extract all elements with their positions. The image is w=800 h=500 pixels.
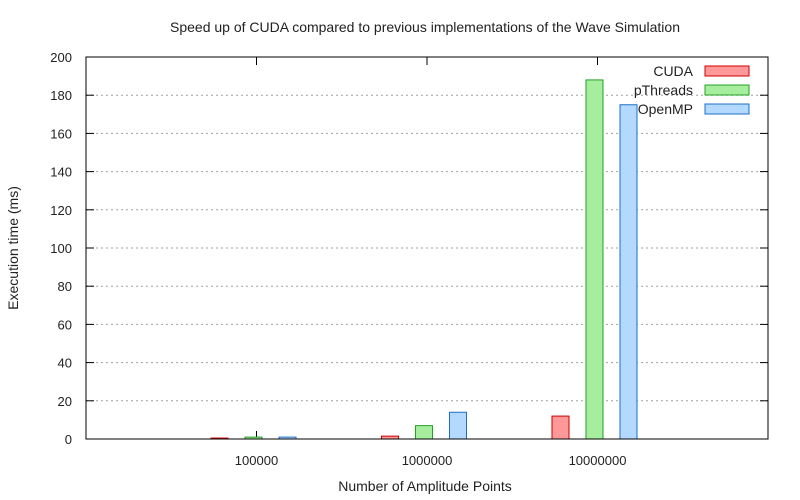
y-tick-label: 100 (50, 241, 72, 256)
grid-lines (86, 94, 768, 402)
chart-title: Speed up of CUDA compared to previous im… (170, 19, 680, 35)
legend-label-cuda: CUDA (653, 63, 693, 79)
bar-pthreads-10000000 (585, 79, 604, 440)
x-axis-ticks: 100000 1000000 10000000 (235, 57, 627, 468)
bar-cuda-10000000 (551, 415, 570, 440)
legend-swatch-cuda (704, 65, 750, 77)
y-axis-ticks: 0 20 40 60 80 100 120 140 160 180 200 (50, 50, 768, 447)
legend-label-pthreads: pThreads (634, 82, 693, 98)
y-tick-label: 180 (50, 88, 72, 103)
bar-openmp-10000000 (619, 104, 638, 440)
y-tick-label: 200 (50, 50, 72, 65)
x-tick-label: 1000000 (402, 453, 453, 468)
plot-frame (85, 56, 769, 440)
y-tick-label: 80 (58, 279, 72, 294)
x-tick-label: 10000000 (569, 453, 627, 468)
x-axis-label: Number of Amplitude Points (338, 478, 512, 494)
legend-swatch-openmp (704, 103, 750, 115)
y-tick-label: 0 (65, 432, 72, 447)
bar-openmp-1000000 (449, 411, 467, 440)
y-axis-label: Execution time (ms) (5, 186, 21, 310)
y-tick-label: 40 (58, 356, 72, 371)
legend: CUDA pThreads OpenMP (634, 63, 750, 117)
bar-pthreads-1000000 (415, 425, 433, 440)
y-tick-label: 140 (50, 165, 72, 180)
legend-label-openmp: OpenMP (638, 101, 693, 117)
legend-swatch-pthreads (704, 84, 750, 96)
y-tick-label: 60 (58, 317, 72, 332)
x-tick-label: 100000 (235, 453, 278, 468)
y-tick-label: 20 (58, 394, 72, 409)
y-tick-label: 160 (50, 126, 72, 141)
bars (210, 79, 638, 440)
y-tick-label: 120 (50, 203, 72, 218)
